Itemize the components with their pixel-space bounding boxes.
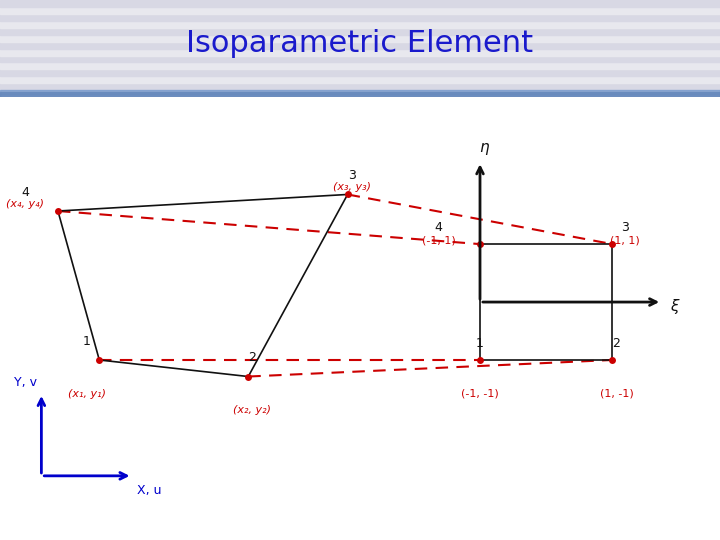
Bar — [0, 63, 720, 70]
Bar — [0, 70, 720, 76]
Text: 3: 3 — [348, 169, 356, 182]
Text: (1, -1): (1, -1) — [600, 389, 634, 399]
Text: 1: 1 — [83, 335, 91, 348]
Text: (x₃, y₃): (x₃, y₃) — [333, 182, 371, 192]
Text: (1, 1): (1, 1) — [610, 236, 639, 246]
Bar — [0, 90, 720, 94]
Text: Y, v: Y, v — [14, 376, 37, 389]
Text: 4: 4 — [21, 186, 29, 199]
Bar — [0, 118, 720, 122]
Text: (x₂, y₂): (x₂, y₂) — [233, 406, 271, 415]
Bar — [0, 110, 720, 114]
Bar — [0, 98, 720, 102]
Bar — [0, 106, 720, 110]
Bar — [0, 92, 720, 126]
Bar — [0, 21, 720, 28]
Bar — [0, 14, 720, 21]
Text: 2: 2 — [248, 351, 256, 364]
Text: 3: 3 — [621, 221, 629, 234]
Text: ξ: ξ — [670, 299, 679, 314]
Bar — [0, 76, 720, 83]
Text: (-1, -1): (-1, -1) — [461, 389, 499, 399]
Bar — [0, 56, 720, 63]
Bar — [0, 28, 720, 35]
Text: η: η — [480, 140, 489, 155]
Text: (-1, 1): (-1, 1) — [422, 236, 456, 246]
Text: 2: 2 — [613, 337, 621, 350]
Bar — [0, 49, 720, 56]
Text: Isoparametric Element: Isoparametric Element — [186, 29, 534, 58]
Bar — [0, 35, 720, 42]
Bar — [0, 90, 720, 97]
Text: (x₄, y₄): (x₄, y₄) — [6, 199, 44, 208]
Bar — [0, 83, 720, 90]
Bar — [0, 7, 720, 14]
Text: X, u: X, u — [137, 484, 161, 497]
Text: (x₁, y₁): (x₁, y₁) — [68, 389, 106, 399]
Bar — [0, 94, 720, 98]
Bar — [0, 102, 720, 106]
Bar — [0, 42, 720, 49]
Bar — [0, 114, 720, 118]
Bar — [0, 0, 720, 7]
Text: 1: 1 — [476, 337, 484, 350]
Text: 4: 4 — [435, 221, 443, 234]
